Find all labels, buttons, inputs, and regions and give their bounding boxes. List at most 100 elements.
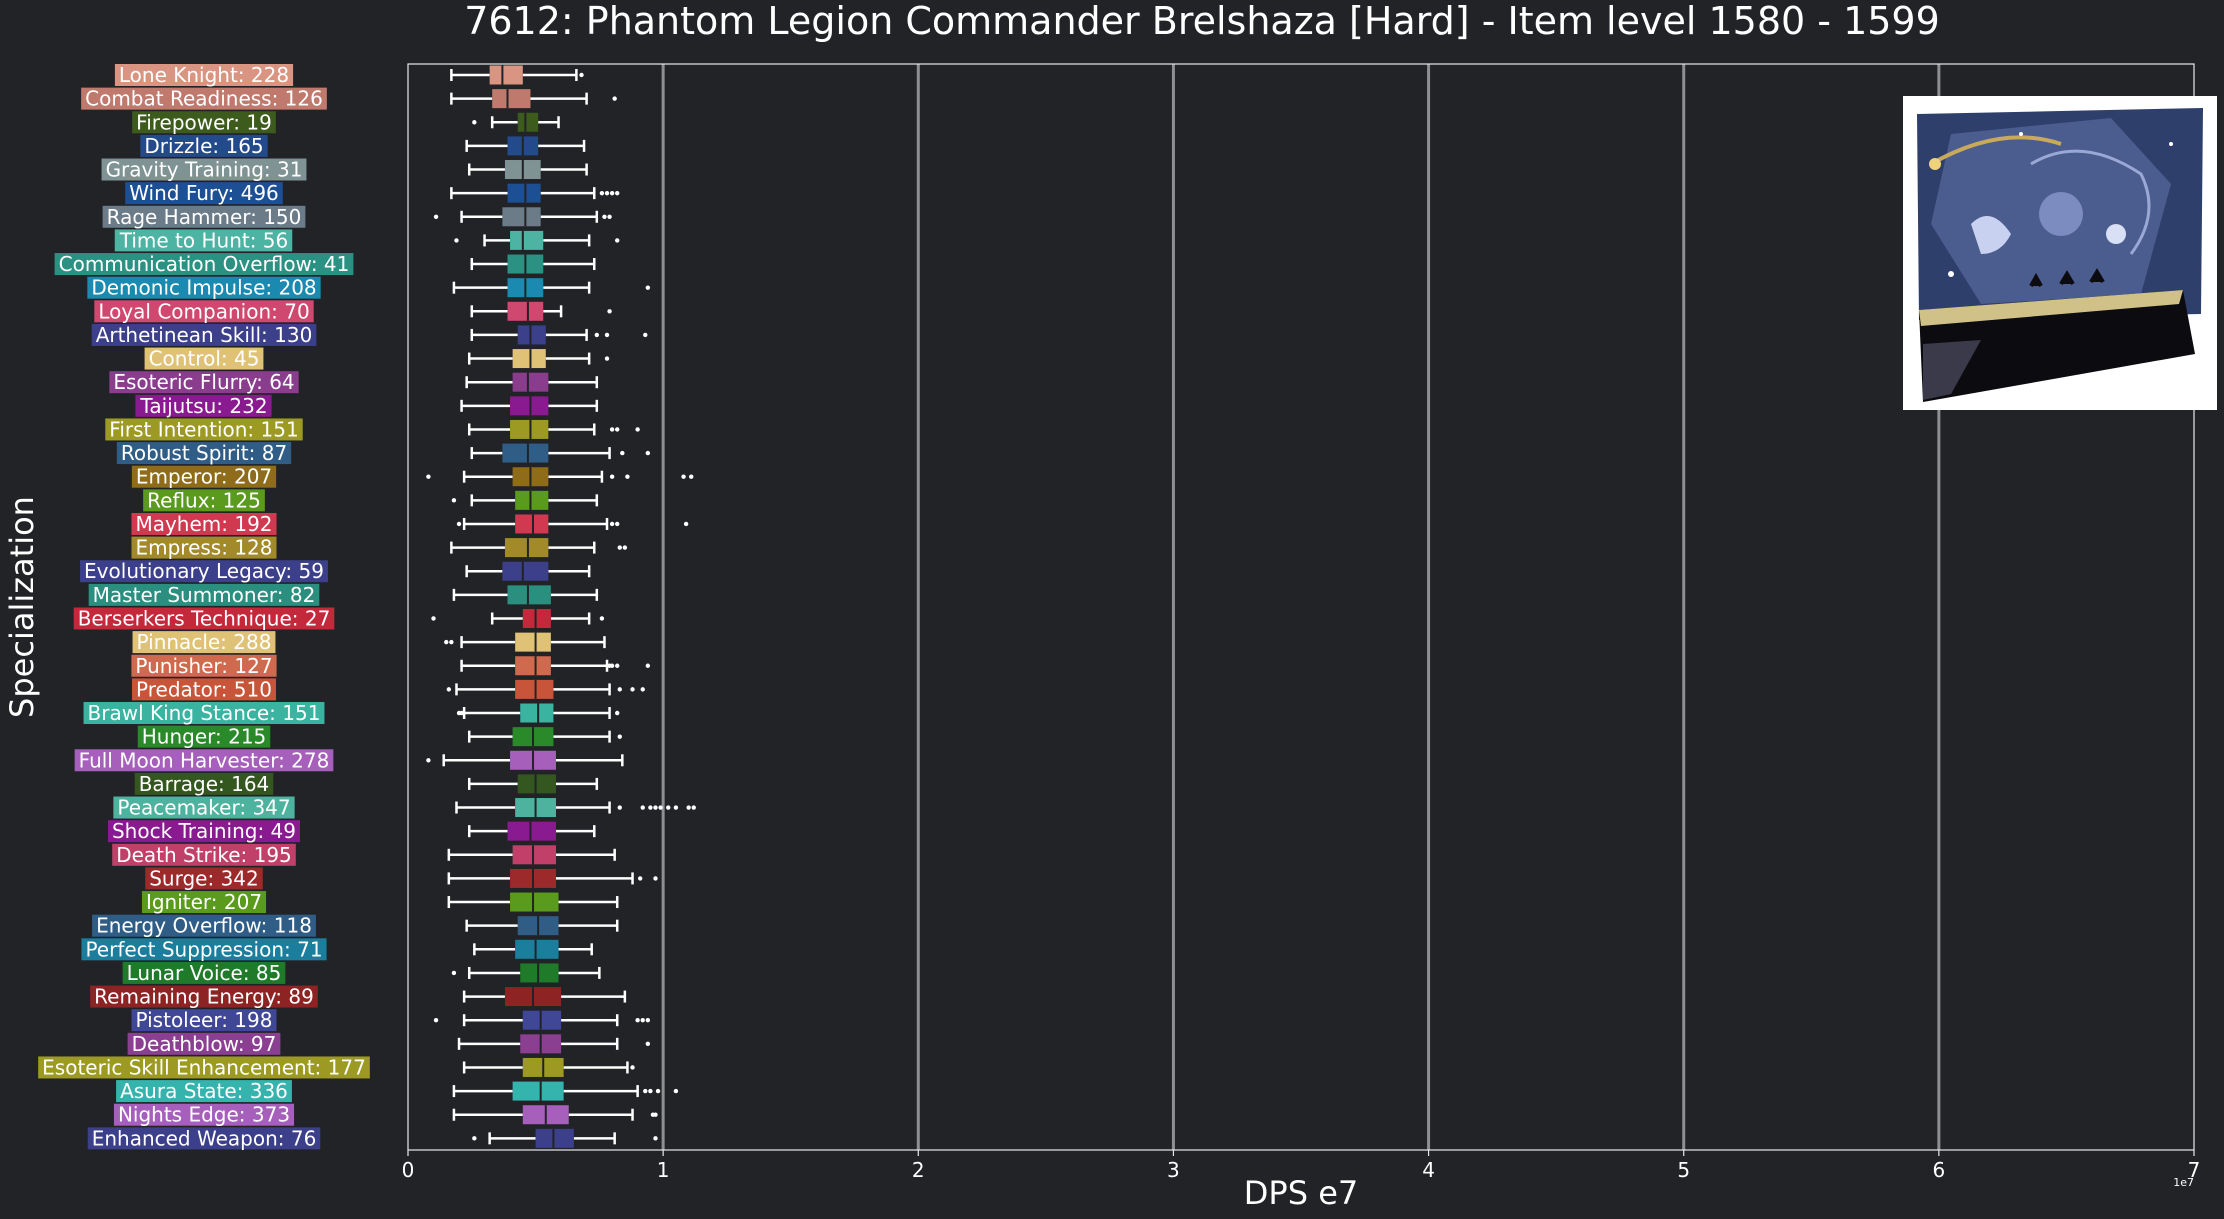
- iqr-box: [512, 349, 546, 369]
- specialization-row: Emperor: 207: [131, 465, 694, 489]
- y-axis-title: Specialization: [3, 496, 41, 718]
- outlier-point: [617, 805, 622, 810]
- specialization-row: Hunger: 215: [137, 725, 622, 749]
- iqr-box: [515, 514, 549, 534]
- x-tick-label: 3: [1167, 1158, 1180, 1182]
- iqr-box: [502, 443, 549, 463]
- specialization-label-background: [74, 749, 334, 772]
- outlier-point: [655, 1088, 661, 1094]
- specialization-label-background: [80, 560, 328, 583]
- specialization-row: Barrage: 164: [134, 772, 599, 796]
- outlier-point: [640, 805, 645, 810]
- iqr-box: [507, 821, 556, 841]
- specialization-row: Communication Overflow: 41: [54, 252, 596, 276]
- outlier-point: [609, 427, 615, 432]
- outlier-point: [630, 1065, 635, 1070]
- outlier-point: [615, 190, 620, 196]
- iqr-box: [515, 656, 551, 676]
- specialization-label-background: [94, 300, 314, 323]
- specialization-label: Lunar Voice: 85: [127, 961, 282, 985]
- specialization-label-background: [127, 1032, 281, 1055]
- specialization-row: Evolutionary Legacy: 59: [80, 559, 591, 583]
- specialization-row: Lone Knight: 228: [114, 63, 584, 87]
- specialization-row: Master Summoner: 82: [88, 583, 599, 607]
- specialization-row: Loyal Companion: 70: [94, 299, 612, 323]
- specialization-label-background: [131, 536, 277, 559]
- specialization-row: Robust Spirit: 87: [116, 441, 651, 465]
- outlier-point: [653, 1136, 658, 1141]
- outlier-point: [602, 214, 607, 219]
- specialization-row: Shock Training: 49: [107, 819, 596, 843]
- specialization-label-background: [114, 229, 293, 252]
- specialization-label-background: [131, 465, 277, 488]
- specialization-label: Control: 45: [149, 347, 260, 371]
- outlier-point: [451, 970, 457, 976]
- specialization-label: Esoteric Flurry: 64: [113, 370, 294, 394]
- specialization-label: Loyal Companion: 70: [98, 299, 309, 323]
- outlier-point: [645, 1041, 651, 1047]
- outlier-point: [579, 72, 584, 78]
- specialization-label: Lone Knight: 228: [119, 63, 289, 87]
- specialization-label-background: [91, 323, 317, 346]
- specialization-label-background: [73, 607, 335, 630]
- specialization-label: Remaining Energy: 89: [94, 985, 314, 1009]
- specialization-label: Shock Training: 49: [112, 819, 296, 843]
- specialization-label: Pistoleer: 198: [136, 1008, 273, 1032]
- specialization-label-background: [141, 891, 267, 914]
- specialization-row: Berserkers Technique: 27: [73, 606, 605, 630]
- iqr-box: [520, 963, 559, 983]
- specialization-label: Berserkers Technique: 27: [78, 606, 331, 630]
- outlier-point: [645, 1018, 651, 1023]
- outlier-point: [607, 214, 612, 219]
- outlier-point: [645, 450, 651, 456]
- boss-portrait-image: [1903, 96, 2217, 410]
- outlier-point: [604, 190, 610, 196]
- x-tick-label: 5: [1677, 1158, 1690, 1182]
- specialization-label: Communication Overflow: 41: [59, 252, 350, 276]
- specialization-row: Pinnacle: 288: [132, 630, 606, 654]
- specialization-row: Nights Edge: 373: [113, 1103, 658, 1127]
- outlier-point: [643, 1088, 648, 1094]
- specialization-row: Brawl King Stance: 151: [83, 701, 620, 725]
- outlier-point: [599, 190, 605, 196]
- specialization-label-background: [144, 347, 264, 370]
- outlier-point: [622, 545, 628, 550]
- specialization-label-background: [143, 489, 265, 512]
- outlier-point: [451, 498, 457, 503]
- outlier-point: [648, 805, 653, 810]
- specialization-label-background: [135, 394, 272, 417]
- specialization-label: Drizzle: 165: [144, 134, 263, 158]
- specialization-label-background: [38, 1056, 370, 1079]
- outlier-point: [630, 687, 635, 692]
- specialization-row: Combat Readiness: 126: [81, 87, 617, 111]
- specialization-label-background: [105, 418, 303, 441]
- specialization-label: Gravity Training: 31: [106, 158, 303, 182]
- specialization-label-background: [140, 134, 268, 157]
- specialization-row: Energy Overflow: 118: [92, 914, 619, 938]
- outlier-point: [615, 710, 620, 716]
- specialization-label-background: [90, 985, 318, 1008]
- specialization-label: Reflux: 125: [147, 488, 261, 512]
- specialization-label: Arthetinean Skill: 130: [96, 323, 313, 347]
- iqr-box: [515, 939, 559, 959]
- outlier-point: [449, 639, 454, 645]
- specialization-row: Peacemaker: 347: [113, 796, 696, 820]
- iqr-box: [517, 325, 546, 345]
- outlier-point: [666, 805, 671, 810]
- specialization-label-background: [107, 820, 301, 843]
- iqr-box: [522, 1010, 562, 1030]
- outlier-point: [635, 427, 640, 432]
- specialization-label: Wind Fury: 496: [129, 181, 279, 205]
- outlier-point: [446, 687, 452, 692]
- iqr-box: [512, 845, 556, 865]
- specialization-label: Esoteric Skill Enhancement: 177: [42, 1055, 366, 1079]
- specialization-row: Taijutsu: 232: [135, 394, 599, 418]
- outlier-point: [686, 805, 691, 810]
- outlier-point: [609, 663, 615, 668]
- specialization-row: Perfect Suppression: 71: [81, 937, 593, 961]
- outlier-point: [615, 427, 620, 432]
- specialization-row: Arthetinean Skill: 130: [91, 323, 648, 347]
- iqr-box: [507, 585, 551, 605]
- outlier-point: [472, 120, 477, 125]
